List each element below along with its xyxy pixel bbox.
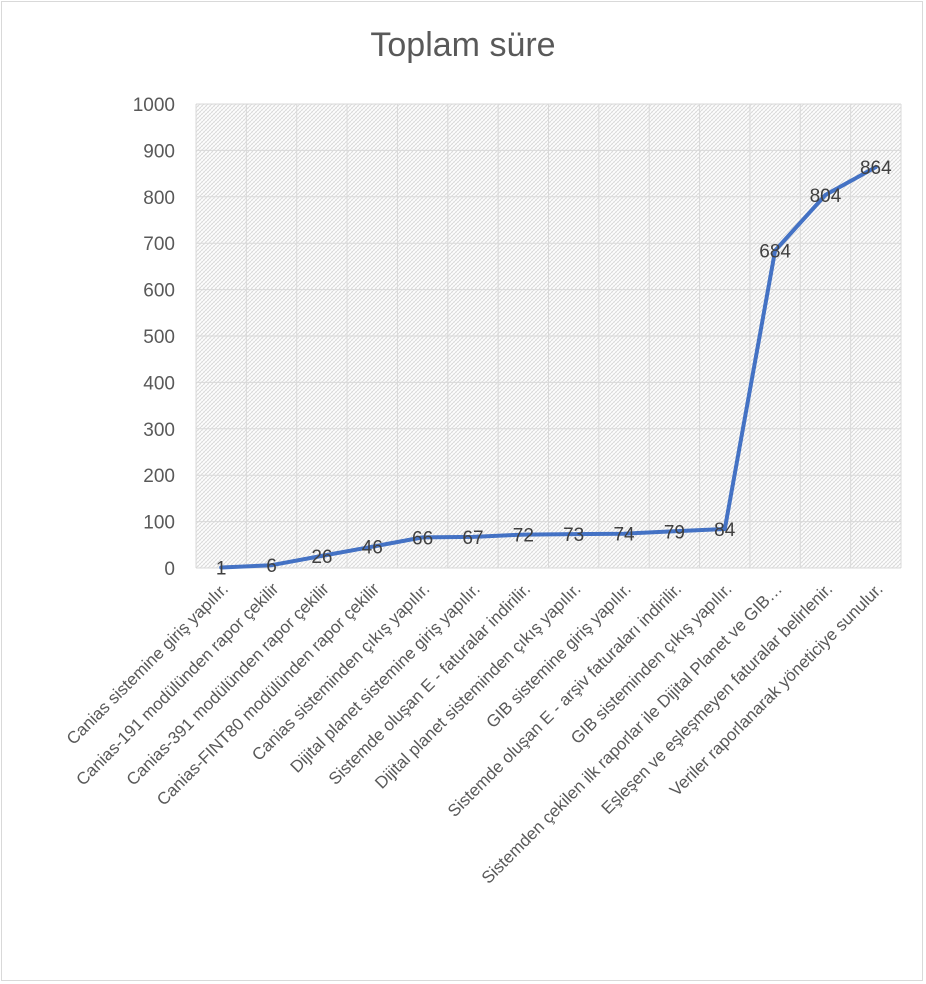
y-tick-label: 900 [143,141,175,162]
gridlines [195,103,902,569]
data-label: 67 [462,528,483,549]
data-label: 1 [216,559,227,580]
y-tick-label: 700 [143,234,175,255]
series-line [219,165,878,570]
x-axis-categories: Canias sistemine giriş yapılır.Canias-19… [63,579,887,887]
y-tick-label: 200 [143,466,175,487]
y-axis-ticks: 0 100 200 300 400 500 600 700 800 900 1000 [133,95,175,580]
y-tick-label: 800 [143,188,175,209]
y-tick-label: 500 [143,327,175,348]
y-tick-label: 300 [143,420,175,441]
data-label: 73 [563,525,584,546]
chart-title: Toplam süre [370,26,556,64]
y-tick-label: 600 [143,281,175,302]
x-category-label: Canias-191 modülünden rapor çekilir [72,579,282,789]
y-tick-label: 100 [143,513,175,534]
data-label: 66 [412,528,433,549]
x-category-label: Eşleşen ve eşleşmeyen faturalar belirlen… [598,579,837,818]
data-label: 84 [714,520,736,541]
y-tick-label: 0 [164,559,175,580]
data-label: 26 [311,547,332,568]
data-label: 6 [266,556,277,577]
data-label: 74 [613,525,635,546]
y-tick-label: 400 [143,373,175,394]
y-tick-label: 1000 [133,95,175,116]
data-label: 864 [860,158,892,179]
data-label: 684 [759,242,791,263]
data-label: 804 [810,186,842,207]
data-label: 79 [664,522,685,543]
data-labels: 1 6 26 46 66 67 72 73 74 79 84 684 804 864 [216,158,892,579]
data-label: 72 [513,526,534,547]
data-label: 46 [362,538,383,559]
x-category-label: Sistemde oluşan E - arşiv faturaları ind… [444,579,685,820]
